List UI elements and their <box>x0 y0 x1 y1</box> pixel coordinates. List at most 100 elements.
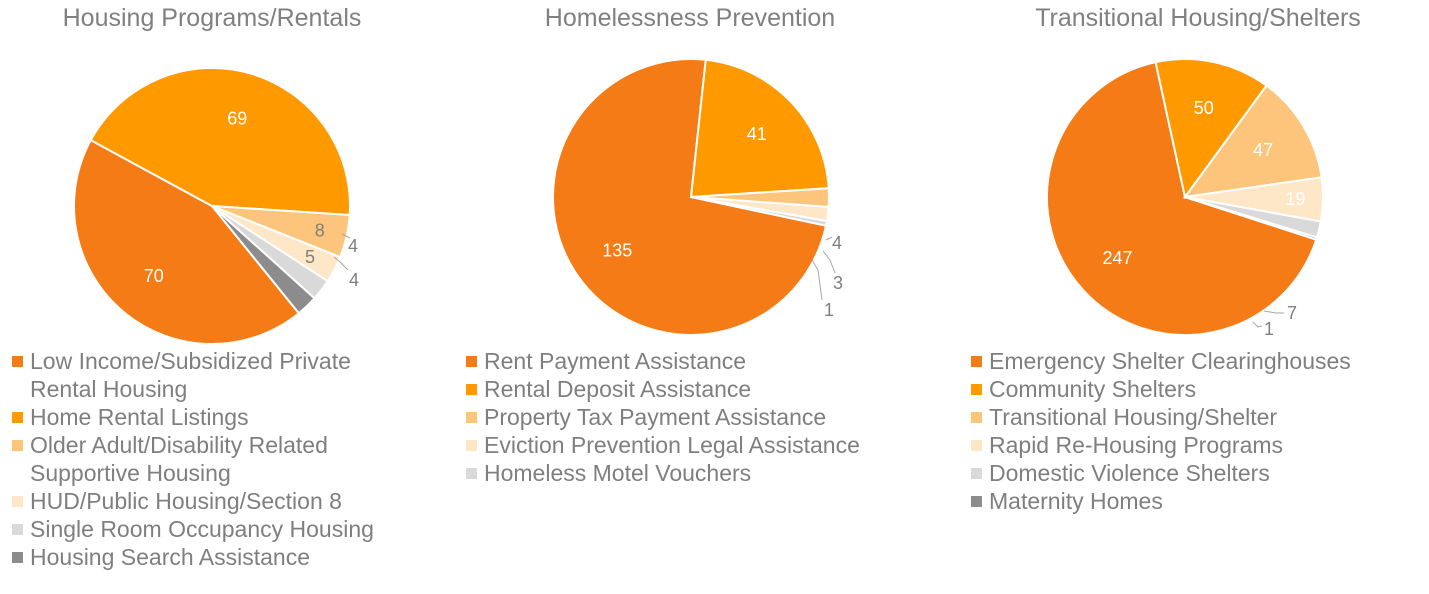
leader-line <box>1263 310 1284 314</box>
legend-label: Community Shelters <box>989 376 1197 402</box>
legend-item: Homeless Motel Vouchers <box>464 459 860 487</box>
slice-value-label: 69 <box>227 109 247 129</box>
slice-value-label: 4 <box>349 270 359 290</box>
slice-value-label: 19 <box>1285 189 1305 209</box>
legend-label: Single Room Occupancy Housing <box>30 516 374 542</box>
chart-panel-transitional-housing: Transitional Housing/Shelters 247 50 47 19 7… <box>971 0 1398 594</box>
legend-label: Eviction Prevention Legal Assistance <box>484 432 860 458</box>
slice-value-label: 135 <box>602 241 632 261</box>
slice-value-label: 8 <box>315 220 325 240</box>
legend-swatch <box>971 468 982 479</box>
legend: Emergency Shelter Clearinghouses Communit… <box>969 347 1351 515</box>
legend-item: Emergency Shelter Clearinghouses <box>969 347 1351 375</box>
legend-label: Housing Search Assistance <box>30 544 310 570</box>
legend-swatch <box>12 496 23 507</box>
leader-line <box>333 256 349 271</box>
legend-item: Rental Deposit Assistance <box>464 375 860 403</box>
legend-swatch <box>466 412 477 423</box>
legend-item: Rapid Re-Housing Programs <box>969 431 1351 459</box>
slice-value-label: 7 <box>1287 303 1297 323</box>
legend-item: Single Room Occupancy Housing <box>10 515 374 543</box>
legend-item: Housing Search Assistance <box>10 543 374 571</box>
slice-value-label: 4 <box>348 236 358 256</box>
pie-slice <box>1184 196 1319 241</box>
legend-label: HUD/Public Housing/Section 8 <box>30 488 342 514</box>
leader-line <box>822 250 836 274</box>
legend-swatch <box>466 468 477 479</box>
legend-item: Eviction Prevention Legal Assistance <box>464 431 860 459</box>
chart-title: Homelessness Prevention <box>544 4 836 32</box>
slice-value-label: 5 <box>305 247 315 267</box>
legend-swatch <box>466 384 477 395</box>
legend-swatch <box>12 440 23 451</box>
pie-slice <box>89 67 351 217</box>
legend-swatch <box>466 356 477 367</box>
pie-slice <box>1046 60 1318 336</box>
leader-line <box>825 236 833 241</box>
slice-value-label: 50 <box>1194 98 1214 118</box>
legend-label: Rent Payment Assistance <box>484 348 747 374</box>
legend: Low Income/Subsidized Private Rental Hous… <box>10 347 374 571</box>
chart-title: Housing Programs/Rentals <box>62 4 362 32</box>
legend-swatch <box>12 412 23 423</box>
legend-item: Home Rental Listings <box>10 403 374 431</box>
pie-slice <box>211 205 316 315</box>
legend-item: Older Adult/Disability Related <box>10 431 374 459</box>
legend-label: Emergency Shelter Clearinghouses <box>989 348 1351 374</box>
slice-value-label: 47 <box>1253 140 1273 160</box>
legend-swatch <box>12 356 23 367</box>
legend-label: Low Income/Subsidized Private <box>30 348 351 374</box>
legend-label: Supportive Housing <box>30 460 231 486</box>
leader-line <box>1252 321 1263 328</box>
pie-chart: 247 50 47 19 71 <box>1046 58 1324 339</box>
legend-label: Older Adult/Disability Related <box>30 432 328 458</box>
slice-value-label: 41 <box>747 124 767 144</box>
legend-swatch <box>971 412 982 423</box>
slice-value-label: 1 <box>1264 319 1274 339</box>
legend-swatch <box>12 552 23 563</box>
legend-label: Home Rental Listings <box>30 404 249 430</box>
legend-item: Maternity Homes <box>969 487 1351 515</box>
legend-swatch <box>971 440 982 451</box>
legend-label: Domestic Violence Shelters <box>989 460 1270 486</box>
pie-slice <box>689 58 830 199</box>
legend-label: Transitional Housing/Shelter <box>989 404 1278 430</box>
legend-item: Transitional Housing/Shelter <box>969 403 1351 431</box>
legend-swatch <box>466 440 477 451</box>
legend-item: Rent Payment Assistance <box>464 347 860 375</box>
chart-panel-homelessness-prevention: Homelessness Prevention 135 41 4 3 1 Rent Pa… <box>466 0 910 594</box>
legend-item: Domestic Violence Shelters <box>969 459 1351 487</box>
legend-item: Supportive Housing <box>10 459 374 487</box>
legend-label: Maternity Homes <box>989 488 1163 514</box>
legend-label: Rental Housing <box>30 376 188 402</box>
pie-chart: 70 69 85 4 4 <box>72 67 359 345</box>
pie-slice <box>72 138 301 345</box>
legend-swatch <box>971 384 982 395</box>
pie-slice <box>552 58 828 336</box>
legend-item: HUD/Public Housing/Section 8 <box>10 487 374 515</box>
pie-slice <box>1182 84 1323 199</box>
pie-slice <box>1154 58 1268 200</box>
slice-value-label: 1 <box>824 300 834 320</box>
legend-swatch <box>12 524 23 535</box>
leader-line <box>341 233 351 239</box>
chart-panel-housing-programs: Housing Programs/Rentals 70 69 8 5 4 4 Low In… <box>0 0 424 594</box>
pie-chart: 135 41 4 3 1 <box>552 58 843 336</box>
leader-line <box>811 259 823 301</box>
legend-item: Low Income/Subsidized Private <box>10 347 374 375</box>
legend-swatch <box>971 356 982 367</box>
legend-label: Homeless Motel Vouchers <box>484 460 752 486</box>
slice-value-label: 4 <box>832 233 842 253</box>
slice-value-label: 70 <box>144 266 164 286</box>
legend: Rent Payment Assistance Rental Deposit As… <box>464 347 860 487</box>
slice-value-label: 247 <box>1102 248 1132 268</box>
slice-value-label: 3 <box>833 273 843 293</box>
legend-item: Rental Housing <box>10 375 374 403</box>
legend-item: Property Tax Payment Assistance <box>464 403 860 431</box>
legend-swatch <box>971 496 982 507</box>
legend-label: Property Tax Payment Assistance <box>484 404 827 430</box>
legend-item: Community Shelters <box>969 375 1351 403</box>
legend-label: Rapid Re-Housing Programs <box>989 432 1284 458</box>
pie-slice <box>690 196 829 227</box>
legend-label: Rental Deposit Assistance <box>484 376 752 402</box>
